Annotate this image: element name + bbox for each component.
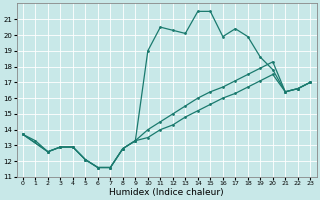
X-axis label: Humidex (Indice chaleur): Humidex (Indice chaleur) <box>109 188 224 197</box>
